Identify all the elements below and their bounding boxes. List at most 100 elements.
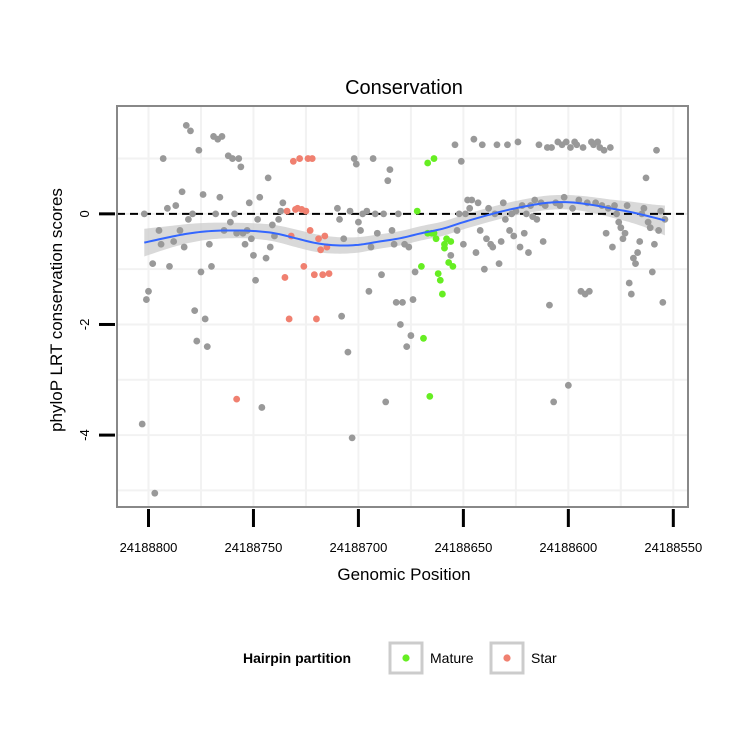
data-point-other <box>140 210 148 218</box>
data-point-other <box>197 268 205 276</box>
data-point-other <box>392 298 400 306</box>
data-point-other <box>646 224 654 232</box>
data-point-other <box>564 381 572 389</box>
data-point-other <box>506 227 513 234</box>
data-point-other <box>602 229 610 237</box>
legend-label-mature: Mature <box>430 650 474 666</box>
data-point-other <box>369 155 377 162</box>
data-point-other <box>241 240 249 248</box>
data-point-other <box>522 210 530 218</box>
data-point-other <box>533 215 541 223</box>
data-point-other <box>579 144 587 151</box>
data-point-other <box>180 243 188 251</box>
data-point-star <box>313 315 320 323</box>
data-point-other <box>159 155 167 162</box>
data-point-other <box>455 210 463 218</box>
x-tick-label: 24188650 <box>434 540 492 555</box>
data-point-other <box>493 141 501 149</box>
data-point-other <box>594 138 602 146</box>
data-point-other <box>644 218 652 226</box>
y-tick-label: -4 <box>77 429 92 441</box>
confidence-ribbon <box>144 194 665 257</box>
data-point-other <box>380 210 388 218</box>
data-point-other <box>138 420 146 428</box>
y-axis-title: phyloP LRT conservation scores <box>47 188 66 432</box>
data-point-other <box>344 348 352 356</box>
data-point-other <box>218 133 226 140</box>
data-point-other <box>499 199 507 207</box>
data-point-other <box>470 135 478 143</box>
data-point-other <box>384 177 392 185</box>
data-point-star <box>302 207 310 215</box>
panel-border <box>116 105 689 508</box>
data-point-other <box>367 243 375 251</box>
data-point-other <box>151 489 159 497</box>
data-point-other <box>346 207 354 215</box>
data-point-mature <box>432 235 440 243</box>
data-point-other <box>489 243 497 251</box>
data-point-other <box>233 229 241 237</box>
data-point-other <box>615 218 623 226</box>
legend-key-mature <box>402 654 410 662</box>
data-point-other <box>483 235 490 243</box>
data-point-other <box>352 160 360 168</box>
data-point-other <box>653 146 660 154</box>
data-point-other <box>275 215 283 223</box>
data-point-other <box>189 210 196 218</box>
data-point-other <box>264 174 272 182</box>
data-point-other <box>569 204 576 212</box>
data-point-other <box>476 227 484 234</box>
data-point-star <box>315 235 322 243</box>
data-point-other <box>397 321 404 328</box>
data-point-other <box>250 251 257 259</box>
data-point-other <box>247 235 255 243</box>
x-tick-label: 24188550 <box>644 540 702 555</box>
y-tick-label: -2 <box>77 319 92 331</box>
data-point-other <box>485 204 492 212</box>
data-point-other <box>472 249 480 256</box>
data-point-other <box>172 202 180 209</box>
data-point-other <box>613 210 621 218</box>
data-point-other <box>411 268 419 276</box>
data-point-other <box>336 215 343 223</box>
data-point-other <box>623 202 631 209</box>
data-point-other <box>546 301 553 309</box>
data-point-other <box>229 155 236 162</box>
data-point-other <box>178 188 186 196</box>
data-point-other <box>661 215 669 223</box>
data-point-other <box>205 240 213 248</box>
data-point-other <box>373 229 381 237</box>
data-point-other <box>386 166 394 174</box>
data-point-other <box>142 296 150 303</box>
chart-title: Conservation <box>345 77 463 99</box>
data-point-other <box>187 127 194 135</box>
data-point-mature <box>426 392 434 400</box>
data-point-other <box>478 141 486 149</box>
data-point-other <box>459 240 467 248</box>
data-point-other <box>627 290 635 298</box>
data-point-other <box>235 155 243 162</box>
data-point-other <box>634 249 642 256</box>
data-point-other <box>405 243 413 251</box>
data-point-other <box>340 235 348 243</box>
panel-border-rect <box>116 105 689 508</box>
data-point-other <box>468 196 476 204</box>
data-point-other <box>657 207 665 215</box>
data-point-other <box>203 343 211 350</box>
data-point-other <box>191 307 199 315</box>
data-point-other <box>216 193 224 201</box>
data-point-other <box>648 268 656 276</box>
data-point-star <box>285 315 293 323</box>
data-point-other <box>609 243 616 251</box>
data-point-other <box>166 263 173 270</box>
data-point-other <box>407 332 415 339</box>
x-axis-title: Genomic Position <box>337 565 470 584</box>
data-point-star <box>233 395 241 403</box>
data-point-other <box>636 238 644 245</box>
data-point-other <box>655 227 663 234</box>
data-point-other <box>504 141 511 149</box>
data-point-other <box>254 215 262 223</box>
data-point-star <box>283 207 291 215</box>
data-point-other <box>382 398 390 406</box>
data-point-other <box>600 146 608 154</box>
